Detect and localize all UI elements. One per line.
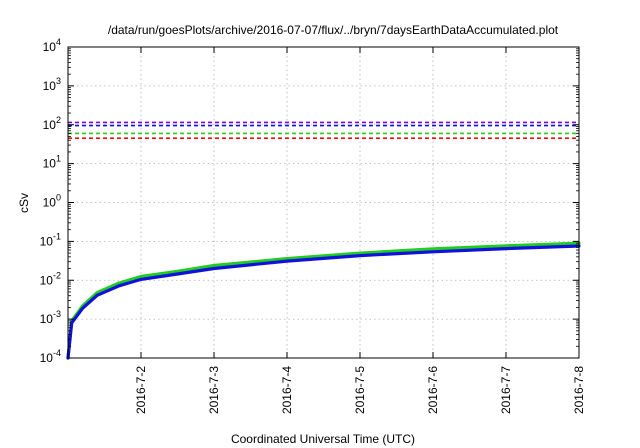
grid (68, 47, 579, 358)
y-tick-exponent: -3 (53, 309, 61, 319)
y-tick-label: 10-1 (40, 231, 61, 248)
x-axis-label: Coordinated Universal Time (UTC) (231, 432, 415, 446)
x-tick-label: 2016-7-7 (499, 366, 513, 414)
x-tick-label: 2016-7-6 (426, 366, 440, 414)
series-line (66, 241, 581, 360)
y-tick-label: 102 (43, 115, 61, 132)
y-tick-label: 101 (43, 154, 61, 171)
x-tick-label: 2016-7-5 (353, 366, 367, 414)
chart-title: /data/run/goesPlots/archive/2016-07-07/f… (108, 23, 559, 37)
x-tick-label: 2016-7-3 (207, 366, 221, 414)
y-axis-label: cSv (17, 193, 31, 213)
y-tick-exponent: 2 (56, 115, 61, 125)
y-tick-exponent: 3 (56, 76, 61, 86)
y-tick-label: 10-4 (40, 348, 61, 365)
y-tick-exponent: 4 (56, 37, 61, 47)
series-group (66, 121, 581, 360)
y-tick-label: 103 (43, 76, 61, 93)
y-tick-exponent: -4 (53, 348, 61, 358)
y-tick-exponent: -2 (53, 270, 61, 280)
series-line (66, 244, 581, 360)
y-tick-label: 100 (43, 193, 61, 210)
x-tick-label: 2016-7-2 (134, 366, 148, 414)
x-tick-label: 2016-7-8 (572, 366, 586, 414)
y-tick-exponent: -1 (53, 231, 61, 241)
x-tick-label: 2016-7-4 (280, 366, 294, 414)
y-tick-label: 104 (43, 37, 61, 54)
y-tick-label: 10-3 (40, 309, 61, 326)
y-tick-exponent: 0 (56, 193, 61, 203)
y-tick-exponent: 1 (56, 154, 61, 164)
y-tick-label: 10-2 (40, 270, 61, 287)
